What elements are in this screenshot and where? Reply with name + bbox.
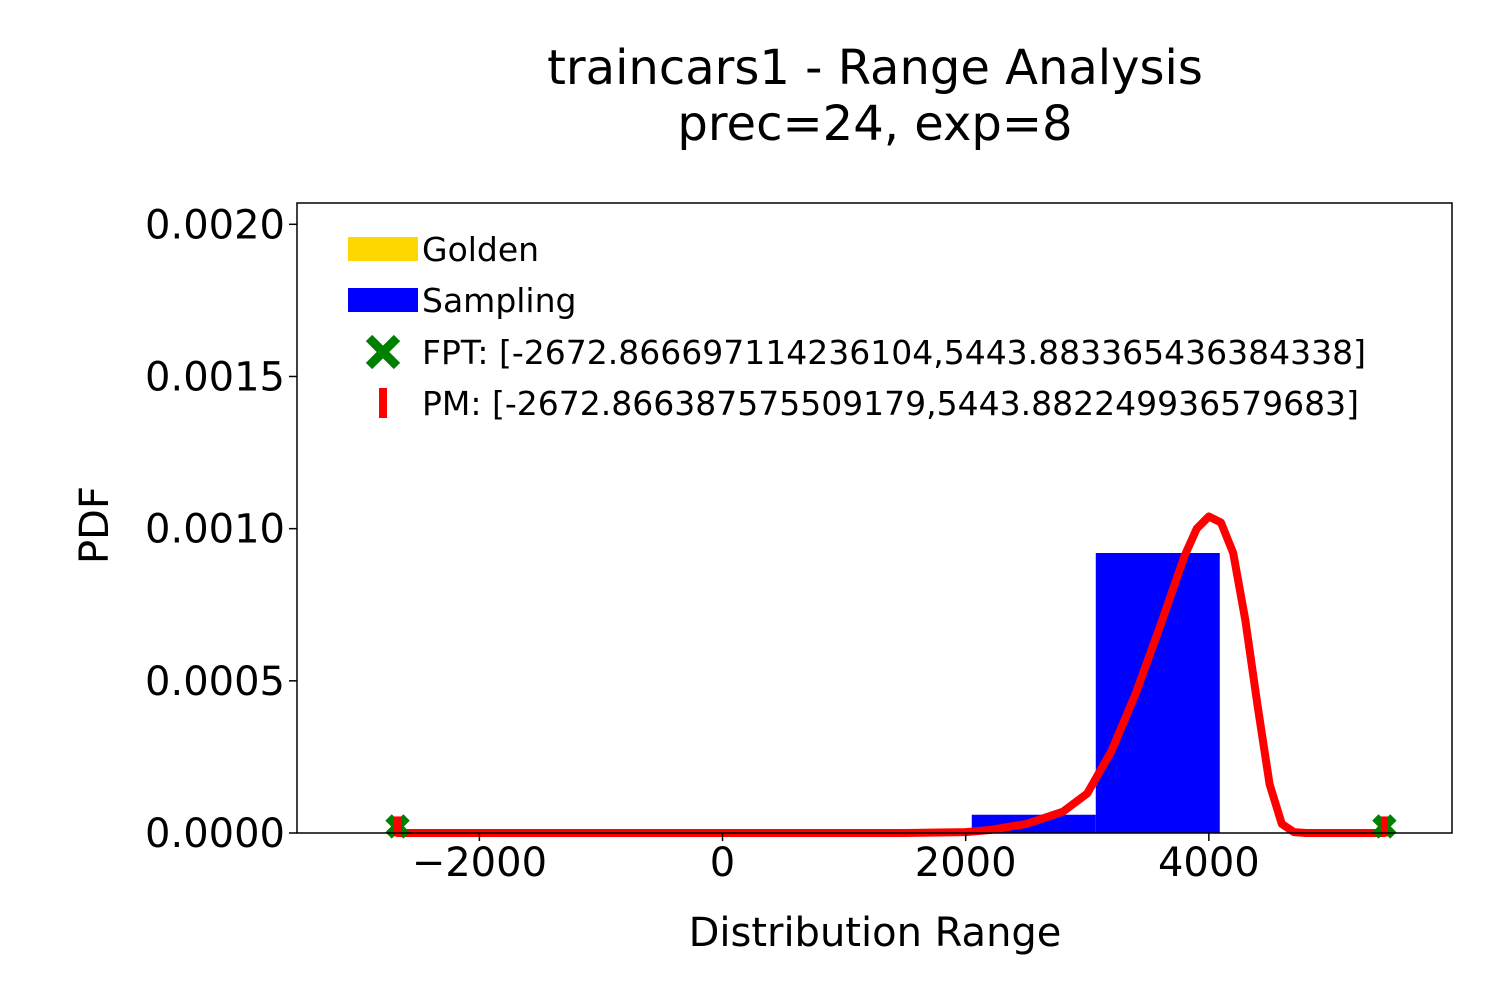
- legend-fpt-icon: [365, 334, 401, 370]
- chart-title: traincars1 - Range Analysis: [547, 40, 1203, 96]
- legend: Golden Sampling FPT: [-2672.86669711423610…: [348, 230, 1366, 423]
- legend-fpt-icon-stroke: [365, 334, 401, 370]
- legend-label: PM: [-2672.866387575509179,5443.88224993…: [422, 384, 1359, 423]
- y-tick-label: 0.0005: [145, 659, 285, 705]
- legend-swatch-golden: [348, 237, 418, 261]
- y-axis-ticks: 0.0000 0.0005 0.0010 0.0015 0.0020: [145, 202, 297, 857]
- x-axis-label: Distribution Range: [689, 910, 1062, 956]
- legend-label: Sampling: [422, 281, 576, 320]
- pm-density-curve: [393, 512, 1389, 837]
- y-tick-label: 0.0000: [145, 811, 285, 857]
- x-axis-ticks: −2000 0 2000 4000: [412, 833, 1260, 886]
- plot-content: [385, 512, 1397, 839]
- y-tick-label: 0.0015: [145, 354, 285, 400]
- histogram-bar: [1095, 553, 1220, 833]
- x-tick-label: 4000: [1158, 840, 1260, 886]
- x-tick-label: 2000: [915, 840, 1017, 886]
- y-axis-label: PDF: [72, 486, 118, 564]
- chart-subtitle: prec=24, exp=8: [677, 96, 1072, 152]
- y-tick-label: 0.0020: [145, 202, 285, 248]
- legend-label: Golden: [422, 230, 539, 269]
- y-tick-label: 0.0010: [145, 507, 285, 553]
- legend-swatch-sampling: [348, 288, 418, 312]
- plot-frame: [296, 202, 1453, 834]
- x-tick-label: 0: [710, 840, 735, 886]
- x-tick-label: −2000: [412, 840, 547, 886]
- legend-label: FPT: [-2672.866697114236104,5443.8833654…: [422, 333, 1366, 372]
